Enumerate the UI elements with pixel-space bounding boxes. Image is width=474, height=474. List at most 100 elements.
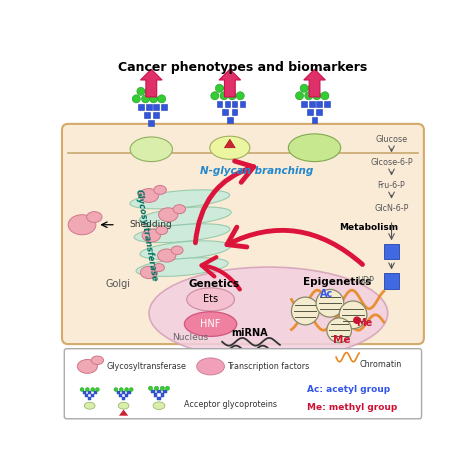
Circle shape — [313, 92, 321, 100]
Circle shape — [354, 317, 360, 323]
Circle shape — [80, 388, 84, 392]
Circle shape — [292, 297, 319, 325]
Ellipse shape — [187, 288, 235, 311]
Ellipse shape — [77, 359, 97, 374]
Bar — [153, 112, 159, 118]
Bar — [144, 112, 150, 118]
Circle shape — [160, 386, 164, 391]
Ellipse shape — [140, 241, 230, 259]
Circle shape — [114, 388, 118, 392]
Bar — [122, 391, 125, 394]
Ellipse shape — [158, 208, 178, 222]
Bar — [157, 397, 161, 400]
Text: Glcose-6-P: Glcose-6-P — [370, 158, 413, 167]
Bar — [310, 101, 315, 107]
Polygon shape — [119, 410, 128, 416]
Bar — [88, 391, 91, 394]
Bar — [128, 391, 130, 394]
Bar — [85, 394, 88, 397]
Bar — [122, 397, 125, 401]
Circle shape — [308, 84, 316, 92]
Circle shape — [150, 95, 158, 103]
FancyBboxPatch shape — [62, 124, 424, 344]
Ellipse shape — [136, 258, 228, 276]
Text: Me: Me — [356, 318, 373, 328]
Bar — [217, 101, 222, 107]
Circle shape — [236, 92, 244, 100]
Bar — [153, 104, 159, 110]
Text: Transcription factors: Transcription factors — [227, 362, 309, 371]
FancyArrow shape — [304, 69, 325, 97]
Ellipse shape — [118, 402, 129, 409]
Bar — [384, 244, 399, 259]
Text: Metabolism: Metabolism — [339, 223, 398, 232]
Bar — [157, 390, 161, 393]
Bar — [117, 391, 120, 394]
Circle shape — [215, 84, 223, 92]
Circle shape — [165, 386, 170, 391]
Ellipse shape — [134, 224, 230, 243]
Circle shape — [158, 95, 166, 103]
Bar — [83, 391, 86, 394]
Ellipse shape — [84, 402, 95, 409]
Bar — [225, 101, 230, 107]
Circle shape — [316, 290, 344, 317]
Bar — [93, 391, 97, 394]
Bar — [161, 104, 167, 110]
Ellipse shape — [184, 312, 237, 337]
Circle shape — [95, 388, 100, 392]
Circle shape — [223, 84, 232, 92]
Text: GlcN-6-P: GlcN-6-P — [374, 204, 409, 213]
Ellipse shape — [197, 358, 225, 375]
Circle shape — [321, 92, 329, 100]
Text: miRNA: miRNA — [231, 328, 267, 337]
Circle shape — [148, 386, 153, 391]
Bar — [307, 109, 313, 115]
FancyArrow shape — [219, 69, 241, 97]
FancyArrowPatch shape — [201, 257, 240, 290]
Ellipse shape — [130, 137, 173, 162]
Text: Glycosyltransferase: Glycosyltransferase — [107, 362, 186, 371]
Ellipse shape — [288, 134, 341, 162]
Text: Genetics: Genetics — [189, 279, 240, 289]
Bar — [151, 390, 155, 393]
Ellipse shape — [210, 136, 250, 159]
Circle shape — [85, 388, 89, 392]
Circle shape — [335, 355, 356, 375]
Text: Golgi: Golgi — [106, 279, 131, 289]
Text: HNF: HNF — [201, 319, 221, 329]
Circle shape — [339, 301, 367, 328]
Text: Me: Me — [333, 335, 350, 345]
Bar — [91, 394, 94, 397]
Text: Me: methyl group: Me: methyl group — [307, 403, 397, 412]
Text: Nucleus: Nucleus — [172, 333, 208, 342]
Bar — [232, 101, 237, 107]
Circle shape — [125, 388, 128, 392]
Ellipse shape — [68, 215, 96, 235]
Text: Chromatin: Chromatin — [359, 360, 401, 369]
Bar — [119, 394, 122, 397]
FancyArrowPatch shape — [195, 161, 254, 243]
Circle shape — [327, 318, 352, 343]
Ellipse shape — [173, 205, 185, 214]
Ellipse shape — [153, 264, 164, 272]
Bar — [146, 104, 152, 110]
Ellipse shape — [142, 229, 161, 242]
Bar — [232, 109, 237, 115]
Bar — [316, 101, 322, 107]
Ellipse shape — [91, 356, 103, 365]
Circle shape — [228, 92, 236, 100]
Bar — [311, 117, 318, 123]
Bar — [316, 109, 322, 115]
Circle shape — [137, 87, 145, 95]
Text: Glycosyltransferase: Glycosyltransferase — [134, 189, 159, 283]
Bar — [240, 101, 246, 107]
Text: Cancer phenotypes and biomarkers: Cancer phenotypes and biomarkers — [118, 61, 367, 74]
Circle shape — [129, 388, 133, 392]
Circle shape — [141, 95, 150, 103]
Circle shape — [211, 92, 219, 100]
Bar — [222, 109, 228, 115]
Bar — [88, 397, 91, 401]
Text: Shedding: Shedding — [130, 220, 173, 229]
Text: Acceptor glycoproteins: Acceptor glycoproteins — [183, 401, 277, 410]
